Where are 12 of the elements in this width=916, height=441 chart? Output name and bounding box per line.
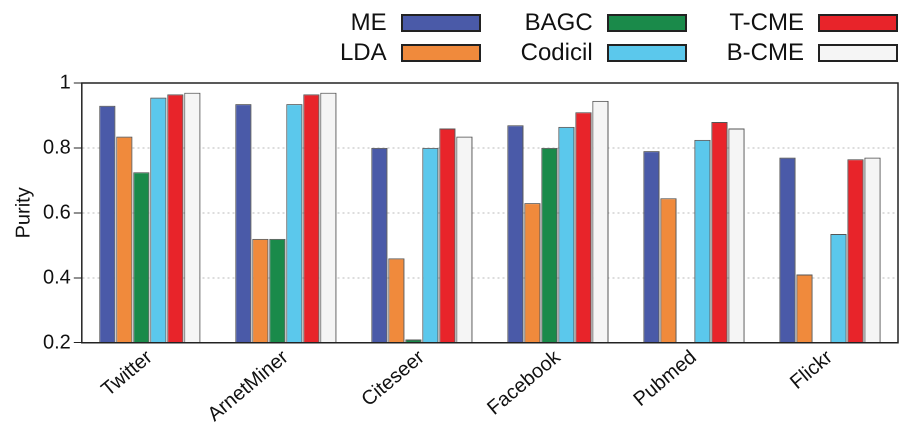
- y-tick-label: 0.6: [42, 201, 71, 224]
- y-tick-label: 0.2: [42, 331, 71, 354]
- legend-label: Codicil: [520, 39, 593, 67]
- y-tick-label: 0.8: [42, 136, 71, 158]
- legend-label: BAGC: [524, 9, 593, 37]
- y-tick-label: 0.4: [42, 266, 71, 288]
- y-axis-title: Purity: [12, 187, 35, 238]
- legend-label: LDA: [340, 39, 387, 67]
- y-tick-label: 1: [60, 72, 71, 94]
- legend-label: T-CME: [729, 9, 804, 37]
- text: B-CME: [726, 39, 804, 67]
- legend-label: ME: [350, 9, 387, 37]
